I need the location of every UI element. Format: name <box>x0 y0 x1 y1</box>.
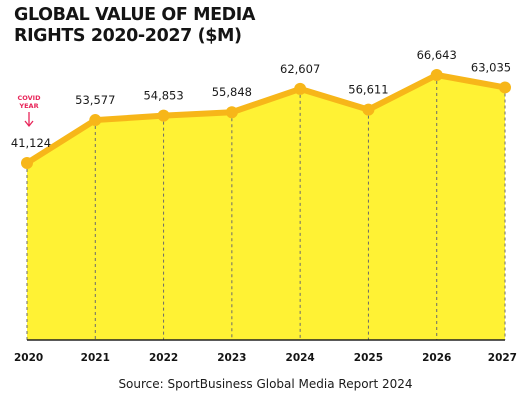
data-points <box>21 69 511 169</box>
data-label: 62,607 <box>280 62 320 76</box>
x-tick-label: 2021 <box>81 352 110 364</box>
source-note: Source: SportBusiness Global Media Repor… <box>118 377 413 391</box>
series-line <box>24 72 508 166</box>
x-tick-labels: 2020 2021 2022 2023 2024 2025 2026 2027 <box>14 352 517 364</box>
data-label: 63,035 <box>471 60 511 74</box>
x-tick-label: 2023 <box>217 352 246 364</box>
data-point <box>89 114 102 127</box>
data-labels: 41,124 53,577 54,853 55,848 62,607 56,611 66,6… <box>11 48 511 150</box>
data-label: 55,848 <box>212 85 252 99</box>
chart-title-line-1: GLOBAL VALUE OF MEDIA <box>14 5 256 25</box>
data-point <box>294 82 307 95</box>
data-point <box>225 106 238 119</box>
data-point <box>499 81 511 94</box>
x-tick-label: 2020 <box>14 352 43 364</box>
data-point <box>157 109 170 122</box>
chart-title-line-2: RIGHTS 2020-2027 ($M) <box>14 26 242 46</box>
x-tick-label: 2024 <box>286 352 315 364</box>
annotation-line-2: YEAR <box>18 102 38 110</box>
data-label: 54,853 <box>143 89 183 103</box>
covid-year-annotation: COVID YEAR <box>18 94 42 128</box>
drop-lines <box>26 75 506 340</box>
data-point <box>430 69 443 81</box>
x-tick-label: 2022 <box>149 352 178 364</box>
data-point <box>362 103 375 116</box>
annotation-arrowhead-icon <box>24 120 34 128</box>
data-label: 66,643 <box>417 48 457 62</box>
chart-title: GLOBAL VALUE OF MEDIA RIGHTS 2020-2027 (… <box>14 5 255 47</box>
area-fill <box>27 75 505 340</box>
data-label: 53,577 <box>75 93 115 107</box>
x-tick-label: 2026 <box>422 352 451 364</box>
annotation-line-1: COVID <box>18 94 42 102</box>
data-label: 56,611 <box>348 83 388 97</box>
data-point <box>21 157 33 169</box>
x-tick-label: 2027 <box>488 352 517 364</box>
data-label: 41,124 <box>11 136 51 150</box>
x-tick-label: 2025 <box>354 352 383 364</box>
